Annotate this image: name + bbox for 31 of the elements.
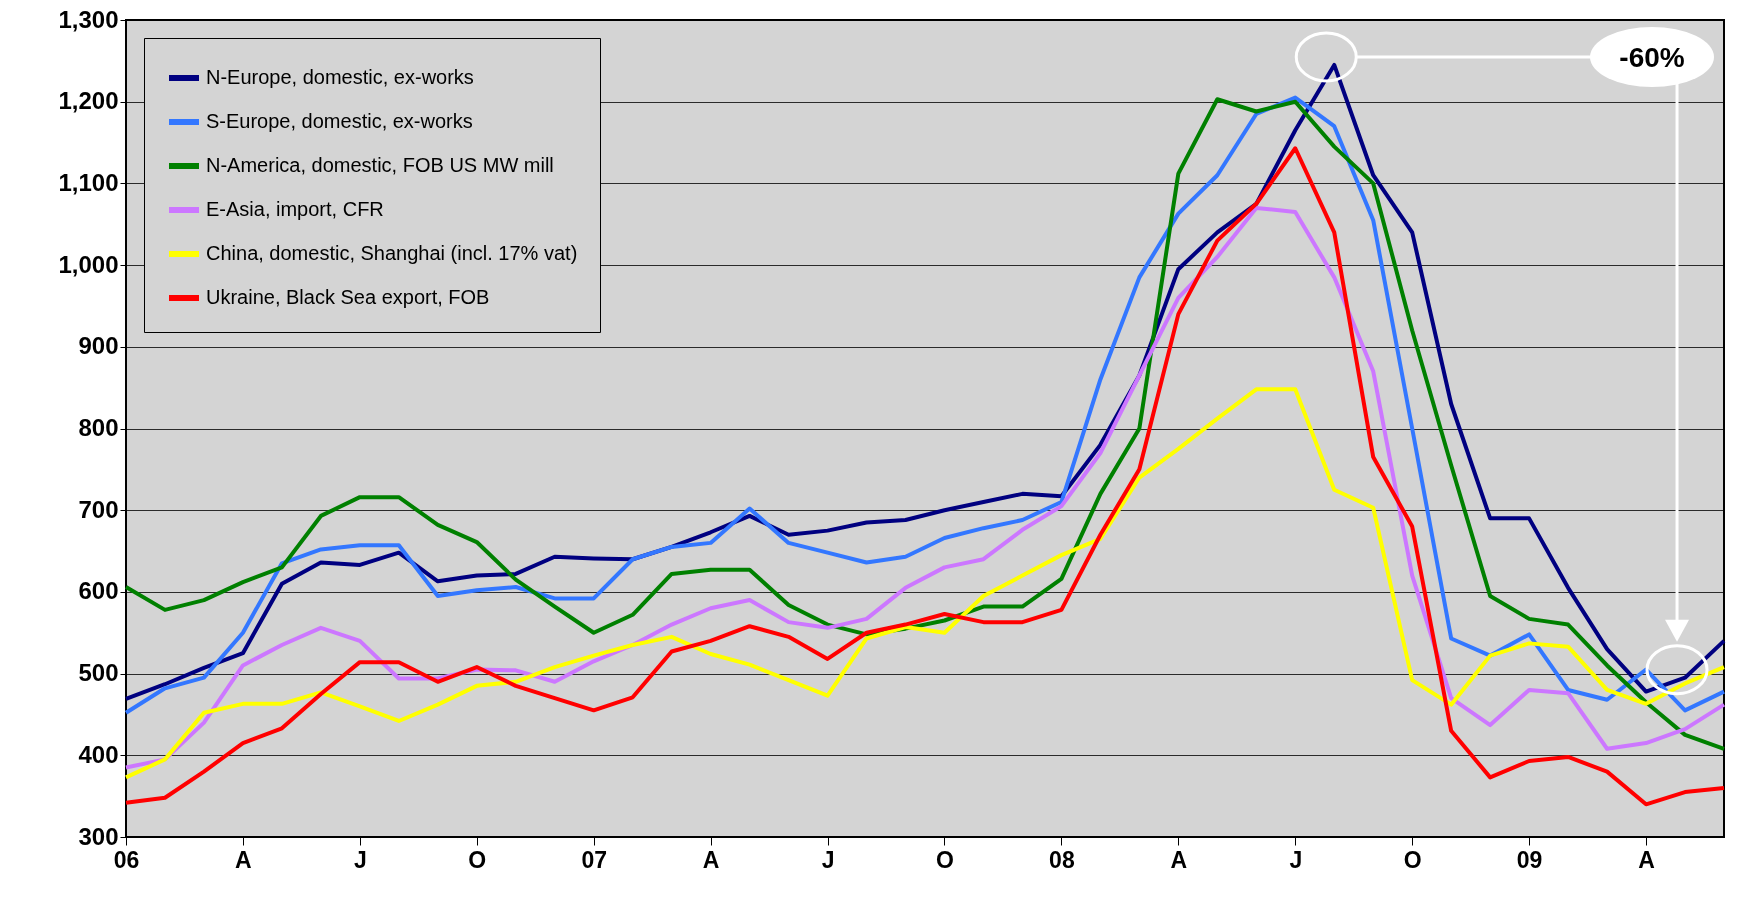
x-tick-label: O (936, 846, 954, 873)
x-tick-label: J (353, 846, 367, 873)
x-tick-label: 08 (1049, 846, 1075, 873)
annotation: -60% (1619, 41, 1685, 73)
y-tick-label: 800 (78, 414, 119, 441)
y-tick-label: 600 (78, 577, 119, 605)
x-tick-label: O (468, 846, 487, 873)
x-tick-label: A (702, 846, 720, 873)
legend-label: Ukraine, Black Sea export, FOB (206, 286, 490, 308)
legend-label: China, domestic, Shanghai (incl. 17% vat) (206, 242, 578, 264)
x-tick-label: 07 (581, 846, 607, 873)
x-tick-label: A (235, 846, 252, 873)
x-tick-label: O (1403, 846, 1422, 873)
y-tick-label: 1,000 (58, 250, 119, 278)
x-tick-label: J (1289, 846, 1303, 873)
x-tick-label: A (1170, 846, 1188, 873)
x-tick-label: A (1638, 846, 1655, 873)
y-tick-label: 1,200 (58, 87, 119, 115)
y-tick-label: 1,100 (58, 168, 119, 196)
legend-label: N-Europe, domestic, ex-works (206, 66, 474, 88)
y-tick-label: 1,300 (58, 5, 119, 33)
line-series (124, 387, 1726, 780)
x-tick-label: J (821, 846, 835, 873)
legend-label: E-Asia, import, CFR (206, 198, 384, 220)
x-tick-label: 09 (1516, 846, 1543, 873)
y-tick-label: 700 (78, 495, 119, 523)
y-tick-label: 500 (78, 659, 119, 687)
y-tick-label: 900 (78, 332, 119, 360)
y-tick-label: 400 (78, 740, 119, 768)
legend-label: S-Europe, domestic, ex-works (206, 110, 473, 132)
legend-label: N-America, domestic, FOB US MW mill (206, 154, 554, 176)
